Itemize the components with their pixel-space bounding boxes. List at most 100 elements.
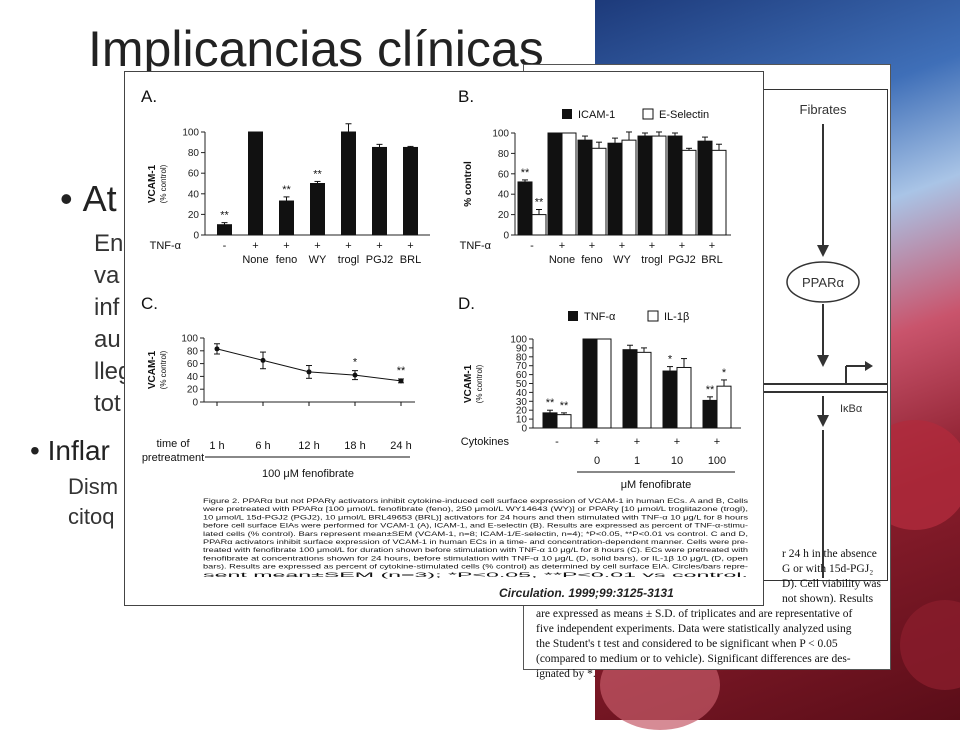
treatment-sign: + [283, 240, 289, 252]
y-tick-label: 70 [516, 361, 528, 372]
significance-mark: ** [220, 210, 229, 222]
slide-title: Implicancias clínicas [88, 21, 544, 77]
figure-2-panel: 0 20 40 60 80 100 ** - + None ** + feno ** + WY + trogl + P… [124, 71, 764, 606]
treatment-sign: + [679, 240, 685, 252]
bullet-1-line: va [94, 262, 120, 289]
bar [637, 135, 653, 236]
data-point [306, 369, 312, 375]
bar [248, 131, 263, 236]
pathway-diagram-panel: Fibrates PPARα IκBα [759, 89, 888, 581]
treatment-sign: + [589, 240, 595, 252]
significance-mark: ** [546, 397, 555, 409]
promoter-arrowhead [865, 361, 873, 371]
y-tick-label: 40 [187, 372, 199, 383]
y-axis-label: VCAM-1 [147, 164, 158, 203]
category-label: 1 [634, 455, 640, 467]
y-tick-label: 20 [516, 406, 528, 417]
y-tick-label: 100 [181, 334, 198, 345]
treatment-sign: + [709, 240, 715, 252]
caption-line: before cell surface EIAs were performed … [203, 523, 748, 530]
data-point [260, 357, 266, 363]
bar [622, 349, 638, 429]
treatment-sign: + [376, 240, 382, 252]
panel-label: A. [141, 87, 157, 106]
bar [517, 181, 533, 236]
bullet-2: • Inflar [30, 435, 110, 466]
legend-label: TNF-α [584, 311, 616, 323]
y-tick-label: 30 [516, 397, 528, 408]
significance-mark: * [722, 367, 727, 379]
legend-label: E-Selectin [659, 109, 709, 121]
y-tick-label: 80 [516, 352, 528, 363]
ppar-node [786, 261, 860, 303]
bar [403, 146, 418, 236]
bar [607, 142, 623, 236]
category-label: feno [581, 254, 602, 266]
treatment-sign: + [594, 436, 600, 448]
y-axis-label: VCAM-1 [463, 364, 474, 403]
bar [542, 412, 558, 429]
category-label: None [549, 254, 575, 266]
y-tick-label: 60 [498, 169, 510, 180]
legend-label: ICAM-1 [578, 109, 615, 121]
panel-label: B. [458, 87, 474, 106]
bar [681, 149, 697, 236]
treatment-sign: - [530, 240, 534, 252]
x-tick-label: 24 h [390, 440, 411, 452]
x-axis-label: μM fenofibrate [621, 479, 692, 491]
bar [676, 366, 692, 429]
bullet-1-line: inf [94, 294, 120, 321]
article-line: G or with 15d-PGJ₂ [782, 563, 874, 575]
bullet-2-text: Inflar [47, 435, 110, 466]
article-line: D). Cell viability was [782, 578, 882, 590]
figure-caption: Figure 2. PPARα but not PPARγ activators… [201, 498, 748, 579]
treatment-sign: + [252, 240, 258, 252]
bar [667, 135, 683, 236]
caption-line: bars). Results are expressed as percent … [203, 564, 748, 571]
y-tick-label: 40 [498, 190, 510, 201]
treatment-sign: + [619, 240, 625, 252]
y-tick-label: 100 [182, 128, 199, 139]
article-line: ignated by *. [536, 668, 596, 680]
y-axis-label-sub: (% control) [159, 164, 168, 203]
pathway-diagram: Fibrates PPARα IκBα [760, 102, 887, 578]
legend-swatch-il1b [647, 310, 659, 322]
ikb-label: IκBα [840, 403, 863, 415]
bar [582, 338, 598, 429]
significance-mark: ** [535, 197, 544, 209]
category-label: PGJ2 [668, 254, 696, 266]
significance-mark: ** [560, 400, 569, 412]
significance-mark: ** [313, 168, 322, 180]
caption-line: 10 μmol/L 15d-PGJ2 (PGJ2), 10 μmol/L BRL… [203, 514, 748, 521]
x-tick-label: 12 h [298, 440, 319, 452]
significance-mark: ** [706, 384, 715, 396]
y-tick-label: 100 [492, 129, 509, 140]
bar [561, 132, 577, 236]
bar [279, 200, 294, 236]
data-point [398, 378, 404, 384]
bar [217, 224, 232, 236]
treatment-sign: + [714, 436, 720, 448]
x-tick-label: 1 h [209, 440, 224, 452]
y-tick-label: 0 [503, 231, 509, 242]
category-label: None [242, 254, 268, 266]
category-label: BRL [701, 254, 722, 266]
significance-mark: ** [282, 184, 291, 196]
significance-mark: * [668, 354, 673, 366]
bar [556, 414, 572, 429]
row-label: Cytokines [461, 436, 510, 448]
bar [716, 385, 732, 429]
bullet-2-line: citoq [68, 504, 115, 529]
y-tick-label: 20 [188, 210, 200, 221]
bar [702, 399, 718, 429]
y-axis-label-sub: (% control) [159, 350, 168, 389]
category-label: BRL [400, 254, 421, 266]
treatment-sign: + [634, 436, 640, 448]
y-tick-label: 40 [516, 388, 528, 399]
article-line: not shown). Results [782, 593, 874, 605]
category-label: feno [276, 254, 297, 266]
treatment-sign: + [674, 436, 680, 448]
ppar-label: PPARα [802, 275, 844, 290]
category-label: 10 [671, 455, 683, 467]
